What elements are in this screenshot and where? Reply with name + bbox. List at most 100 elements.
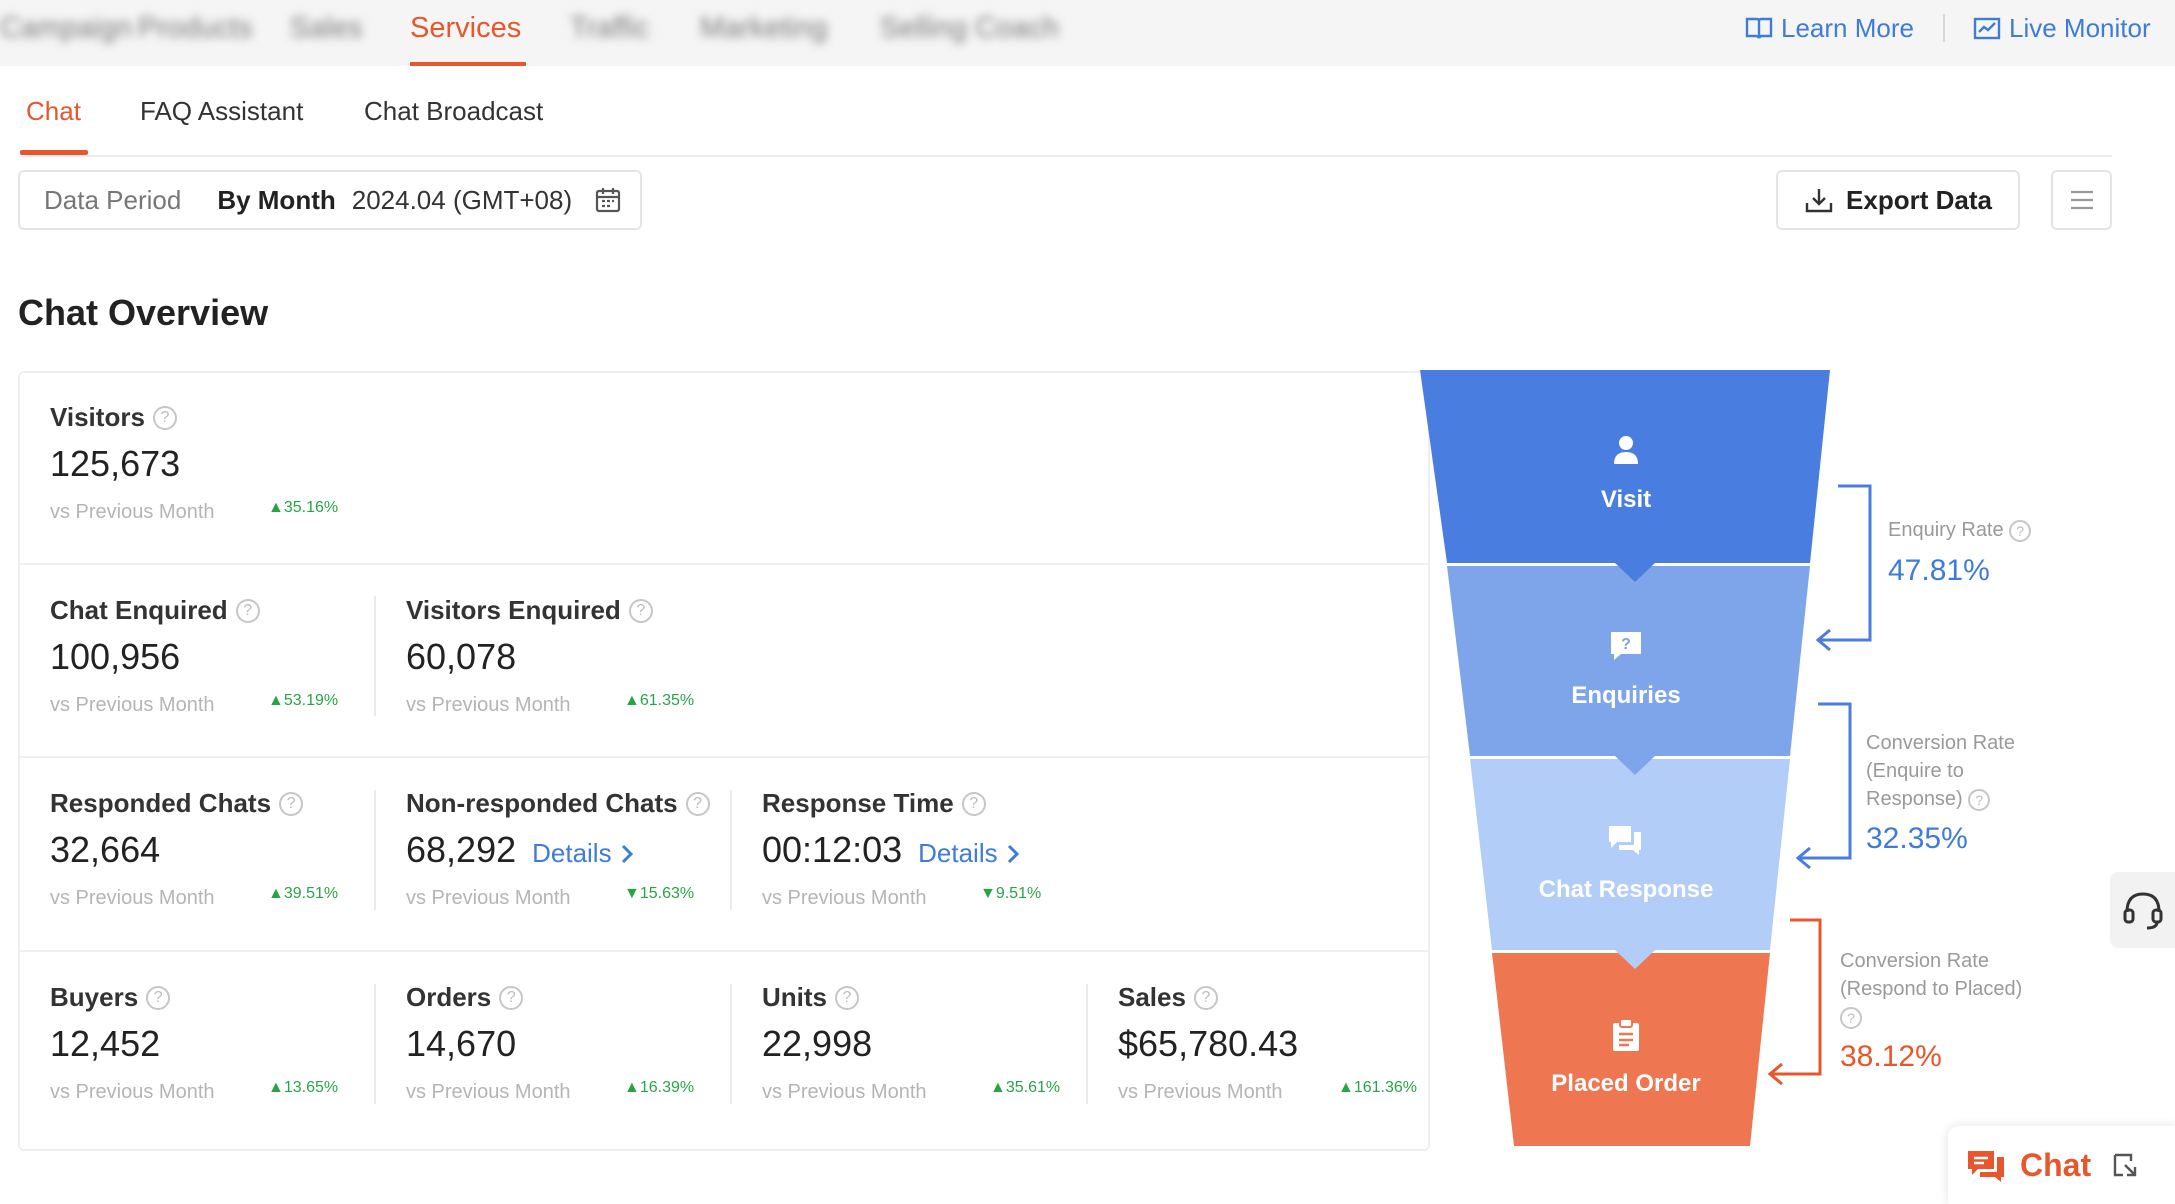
subtab-faq-assistant[interactable]: FAQ Assistant [140,96,304,126]
conversion-response-value: 32.35% [1866,822,1968,855]
metric-name: Responded Chats [50,788,272,818]
compare-label: vs Previous Month [1118,1081,1283,1103]
subtab-chat[interactable]: Chat [26,96,81,126]
live-monitor-link[interactable]: Live Monitor [1973,10,2151,46]
subtab-chat-broadcast[interactable]: Chat Broadcast [364,96,544,126]
funnel-notch [1615,563,1655,582]
headset-icon [2123,892,2162,930]
help-icon[interactable]: ? [1193,985,1218,1010]
export-data-label: Export Data [1846,184,1992,215]
rate-label-text: Enquiry Rate [1888,519,2004,541]
chevron-right-icon [1007,844,1019,863]
tab-active-indicator [410,62,526,66]
metric-visitors-enquired: Visitors Enquired? 60,078 vs Previous Mo… [406,595,694,716]
help-icon[interactable]: ? [685,791,710,816]
live-monitor-label: Live Monitor [2009,13,2151,43]
metric-name: Visitors Enquired [406,595,621,625]
support-tab[interactable] [2110,872,2175,948]
subtab-active-indicator [20,150,88,155]
details-link[interactable]: Details [918,838,1019,869]
change-badge: ▲13.65% [268,1079,339,1096]
change-badge: ▼15.63% [624,885,695,902]
metric-name: Sales [1118,982,1186,1012]
tab-services[interactable]: Services [410,12,522,44]
tab-blurred-4[interactable]: Traffic [570,12,649,44]
metric-units: Units? 22,998 vs Previous Month ▲35.61% [762,982,1060,1103]
conversion-placed-value: 38.12% [1840,1040,1942,1073]
metric-responded-chats: Responded Chats? 32,664 vs Previous Mont… [50,788,338,909]
tab-blurred-3[interactable]: Sales [290,12,363,44]
help-icon[interactable]: ? [1840,1007,1862,1029]
help-icon[interactable]: ? [279,791,304,816]
metric-name: Non-responded Chats [406,788,678,818]
column-divider [1086,984,1088,1104]
funnel-notch [1615,756,1655,775]
clipboard-icon [1613,1018,1639,1051]
svg-text:?: ? [1621,636,1631,653]
details-link[interactable]: Details [532,838,633,869]
metric-name: Orders [406,982,492,1012]
tab-blurred-2[interactable]: Products [138,12,253,44]
expand-icon[interactable] [2111,1151,2139,1179]
learn-more-link[interactable]: Learn More [1745,10,1914,46]
compare-label: vs Previous Month [406,694,571,716]
row-divider [18,950,1430,952]
metric-buyers: Buyers? 12,452 vs Previous Month ▲13.65% [50,982,338,1103]
compare-label: vs Previous Month [406,1081,571,1103]
help-icon[interactable]: ? [499,985,524,1010]
metric-name: Buyers [50,982,139,1012]
change-badge: ▲61.35% [624,692,695,709]
tab-blurred-1[interactable]: Campaign [0,12,133,44]
nav-divider [1943,14,1945,42]
change-badge: ▲161.36% [1338,1079,1417,1096]
enquiry-rate-value: 47.81% [1888,554,1990,587]
help-icon[interactable]: ? [628,598,653,623]
compare-label: vs Previous Month [50,1081,215,1103]
calendar-icon[interactable] [594,186,622,214]
rate-brackets [1767,484,1872,1086]
metric-value: 60,078 [406,636,517,677]
data-period-picker[interactable]: Data Period By Month 2024.04 (GMT+08) [18,170,642,230]
help-icon[interactable]: ? [146,985,171,1010]
funnel-label-enquiries: Enquiries [1571,682,1681,709]
metric-name: Units [762,982,827,1012]
metric-sales: Sales? $65,780.43 vs Previous Month ▲161.… [1118,982,1417,1103]
help-icon[interactable]: ? [835,985,859,1010]
export-data-button[interactable]: Export Data [1776,170,2020,230]
compare-label: vs Previous Month [406,887,571,909]
change-badge: ▲39.51% [268,885,339,902]
metric-value: 68,292 [406,829,517,870]
tab-blurred-5[interactable]: Marketing [700,12,828,44]
tab-blurred-6[interactable]: Selling Coach [880,12,1059,44]
data-period-mode: By Month [217,184,336,215]
funnel-label-visit: Visit [1600,486,1652,513]
chat-widget-label: Chat [2020,1146,2092,1183]
menu-button[interactable] [2051,170,2112,230]
rate-label-text: Conversion Rate (Respond to Placed) [1840,950,2023,1000]
help-icon[interactable]: ? [152,405,177,430]
metric-value: 100,956 [50,636,181,677]
metric-value: $65,780.43 [1118,1023,1299,1064]
learn-more-label: Learn More [1781,13,1914,43]
column-divider [730,984,732,1104]
metric-orders: Orders? 14,670 vs Previous Month ▲16.39% [406,982,694,1103]
chat-widget[interactable]: Chat [1948,1126,2175,1204]
download-icon [1805,189,1833,213]
compare-label: vs Previous Month [50,501,215,523]
funnel-stage-chat-response [1470,759,1790,950]
metric-visitors: Visitors? 125,673 vs Previous Month ▲35.1… [50,402,338,523]
compare-label: vs Previous Month [50,694,215,716]
question-bubble-icon: ? [1611,632,1641,660]
metric-value: 12,452 [50,1023,161,1064]
help-icon[interactable]: ? [235,598,260,623]
metric-response-time: Response Time? 00:12:03 Details vs Previ… [762,788,1041,909]
column-divider [374,596,376,716]
section-title: Chat Overview [18,292,269,333]
help-icon[interactable]: ? [2009,520,2032,542]
enquiry-rate-label: Enquiry Rate ? [1888,516,2032,544]
change-badge: ▲35.61% [990,1079,1061,1096]
help-icon[interactable]: ? [961,791,986,816]
metric-name: Chat Enquired [50,595,228,625]
data-period-value: 2024.04 (GMT+08) [351,184,573,215]
help-icon[interactable]: ? [1968,789,1991,811]
